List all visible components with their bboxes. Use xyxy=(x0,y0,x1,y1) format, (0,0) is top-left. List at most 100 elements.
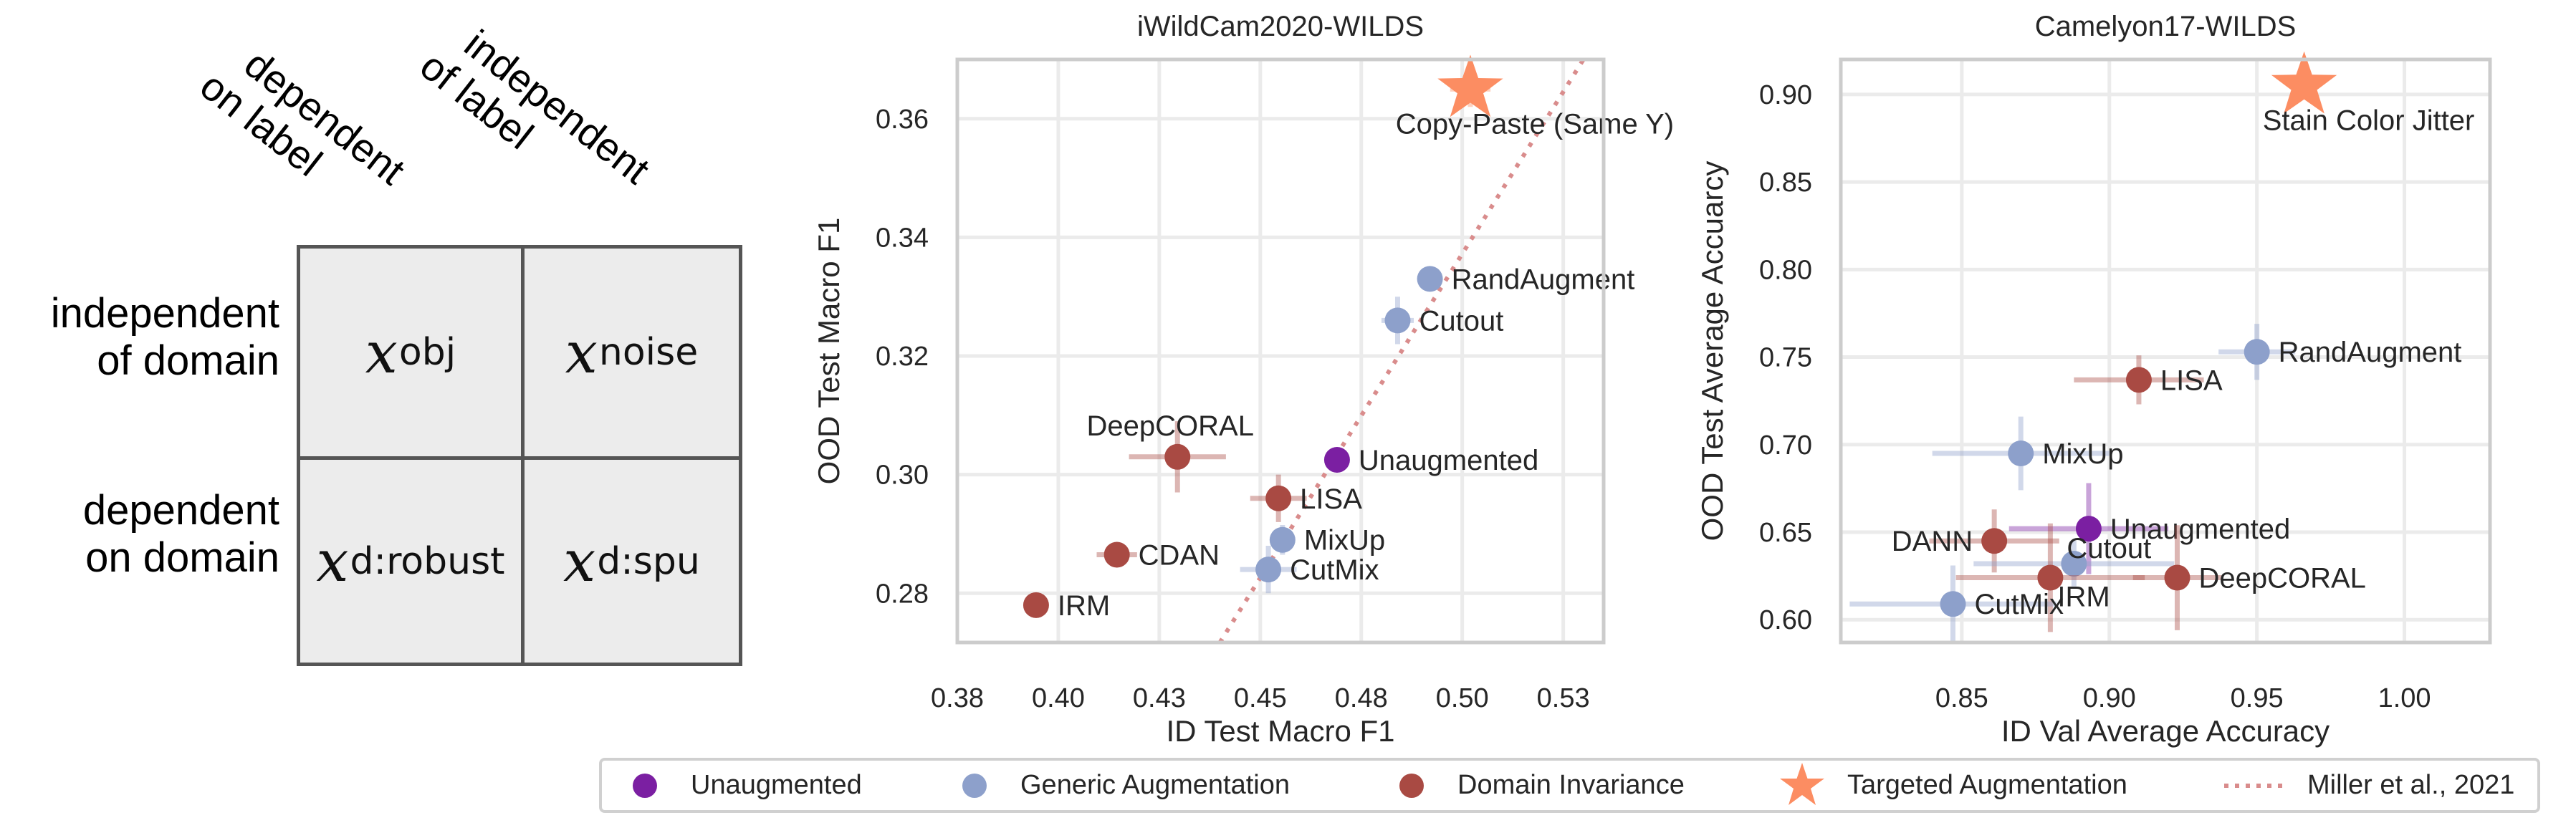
plot-frame xyxy=(955,57,1606,645)
data-point-deepcoral: DeepCORAL xyxy=(1087,410,1254,493)
data-point-mixup: MixUp xyxy=(1932,416,2124,491)
data-point-stain-color-jitter: Stain Color Jitter xyxy=(2263,51,2475,137)
row-header-line: dependent xyxy=(82,487,279,534)
data-point-lisa: LISA xyxy=(1250,474,1362,522)
circle-marker xyxy=(2164,564,2190,591)
data-point-irm: IRM xyxy=(1955,523,2145,632)
point-label: CDAN xyxy=(1139,539,1220,571)
point-label: IRM xyxy=(1058,590,1110,622)
data-point-mixup: MixUp xyxy=(1269,525,1385,557)
y-axis-label: OOD Test Average Accuarcy xyxy=(1695,161,1729,541)
feature-grid: x obj x noise x d:robust x d:spu xyxy=(297,245,742,666)
y-tick-label: 0.36 xyxy=(876,105,929,135)
circle-marker xyxy=(2075,516,2102,542)
point-label: Unaugmented xyxy=(1359,445,1538,476)
grid-divider-horizontal xyxy=(300,456,739,460)
x-tick-label: 0.45 xyxy=(1234,683,1287,713)
x-tick-label: 0.53 xyxy=(1537,683,1590,713)
circle-marker xyxy=(1323,446,1350,473)
point-label: RandAugment xyxy=(2279,337,2462,368)
star-marker xyxy=(1437,54,1503,117)
legend-item-domain-invariance: Domain Invariance xyxy=(1397,761,1685,810)
point-label: Unaugmented xyxy=(2110,514,2290,545)
x-axis-label: ID Test Macro F1 xyxy=(1167,714,1395,748)
cell-x-noise: x noise xyxy=(525,249,739,456)
point-label: DeepCORAL xyxy=(2198,563,2365,594)
data-point-cutmix: CutMix xyxy=(1240,546,1379,594)
point-label: DANN xyxy=(1892,526,1973,557)
data-point-cdan: CDAN xyxy=(1096,539,1220,571)
data-point-cutout: Cutout xyxy=(1381,297,1503,345)
cell-var: x xyxy=(365,319,398,386)
plot-frame xyxy=(1839,57,2492,645)
circle-marker xyxy=(1981,528,2008,554)
legend-item-unaugmented: Unaugmented xyxy=(631,761,862,810)
cell-subscript: noise xyxy=(598,331,699,374)
x-tick-label: 0.48 xyxy=(1335,683,1388,713)
circle-marker xyxy=(1269,526,1296,553)
cell-subscript: d:robust xyxy=(350,539,505,583)
circle-marker xyxy=(2008,440,2034,466)
row-header-dependent-on-domain: dependent on domain xyxy=(0,487,279,582)
legend-label: Miller et al., 2021 xyxy=(2307,770,2515,800)
y-tick-label: 0.34 xyxy=(876,223,929,253)
y-tick-label: 0.85 xyxy=(1759,168,1812,198)
grid-divider-vertical xyxy=(521,249,525,663)
circle-marker xyxy=(2037,564,2064,591)
legend-item-miller: Miller et al., 2021 xyxy=(2223,761,2514,810)
point-label: Cutout xyxy=(2067,533,2151,564)
circle-marker xyxy=(1164,443,1191,470)
legend-label: Domain Invariance xyxy=(1457,770,1685,800)
cell-x-obj: x obj xyxy=(300,249,521,456)
point-label: MixUp xyxy=(2042,438,2123,470)
point-label: DeepCORAL xyxy=(1087,410,1254,442)
circle-marker xyxy=(2244,339,2270,365)
chart-0: 0.38 0.40 0.43 0.45 0.48 0.50 0.53 0.28 0.30 0.32… xyxy=(812,11,1674,748)
legend-label: Unaugmented xyxy=(691,770,862,800)
cell-x-d-robust: x d:robust xyxy=(300,460,521,663)
cell-var: x xyxy=(563,528,596,594)
circle-marker xyxy=(1417,266,1443,292)
data-point-dann: DANN xyxy=(1892,509,2059,573)
circle-marker xyxy=(2125,367,2152,393)
point-label: MixUp xyxy=(1304,525,1385,557)
y-tick-label: 0.30 xyxy=(876,461,929,491)
point-label: IRM xyxy=(2057,582,2110,613)
row-header-line: on domain xyxy=(85,534,279,581)
cell-subscript: obj xyxy=(398,331,456,374)
circle-marker xyxy=(1384,307,1411,334)
point-label: CutMix xyxy=(1290,554,1379,586)
circle-marker xyxy=(1103,541,1130,568)
legend: Unaugmented Generic Augmentation Domain … xyxy=(599,758,2540,813)
point-label: CutMix xyxy=(1974,589,2063,620)
legend-marker-circle-icon xyxy=(962,773,987,798)
circle-marker xyxy=(1940,591,1966,617)
x-axis-label: ID Val Average Accuracy xyxy=(2001,714,2330,748)
x-tick-label: 0.85 xyxy=(1935,683,1988,713)
circle-marker xyxy=(1265,485,1292,511)
x-tick-label: 0.40 xyxy=(1032,683,1085,713)
point-label: RandAugment xyxy=(1452,264,1635,295)
row-header-line: of domain xyxy=(97,337,279,384)
data-point-irm: IRM xyxy=(1023,590,1110,622)
data-point-copy-paste-same-y-: Copy-Paste (Same Y) xyxy=(1396,54,1674,140)
y-axis-label: OOD Test Macro F1 xyxy=(812,218,846,485)
legend-marker-circle-icon xyxy=(633,773,657,798)
data-point-cutmix: CutMix xyxy=(1849,565,2064,642)
point-label: LISA xyxy=(1300,483,1362,515)
point-label: LISA xyxy=(2160,365,2223,396)
cell-var: x xyxy=(316,528,349,594)
row-header-independent-of-domain: independent of domain xyxy=(0,290,279,385)
y-tick-label: 0.90 xyxy=(1759,80,1812,110)
data-point-unaugmented: Unaugmented xyxy=(1323,445,1538,476)
data-point-deepcoral: DeepCORAL xyxy=(2132,525,2366,630)
point-label: Cutout xyxy=(1419,305,1503,337)
x-tick-label: 0.50 xyxy=(1436,683,1489,713)
y-tick-label: 0.60 xyxy=(1759,605,1812,635)
y-tick-label: 0.75 xyxy=(1759,343,1812,373)
cell-subscript: d:spu xyxy=(597,539,700,583)
point-label: Stain Color Jitter xyxy=(2263,105,2475,137)
star-marker xyxy=(2271,51,2337,114)
y-tick-label: 0.80 xyxy=(1759,255,1812,285)
